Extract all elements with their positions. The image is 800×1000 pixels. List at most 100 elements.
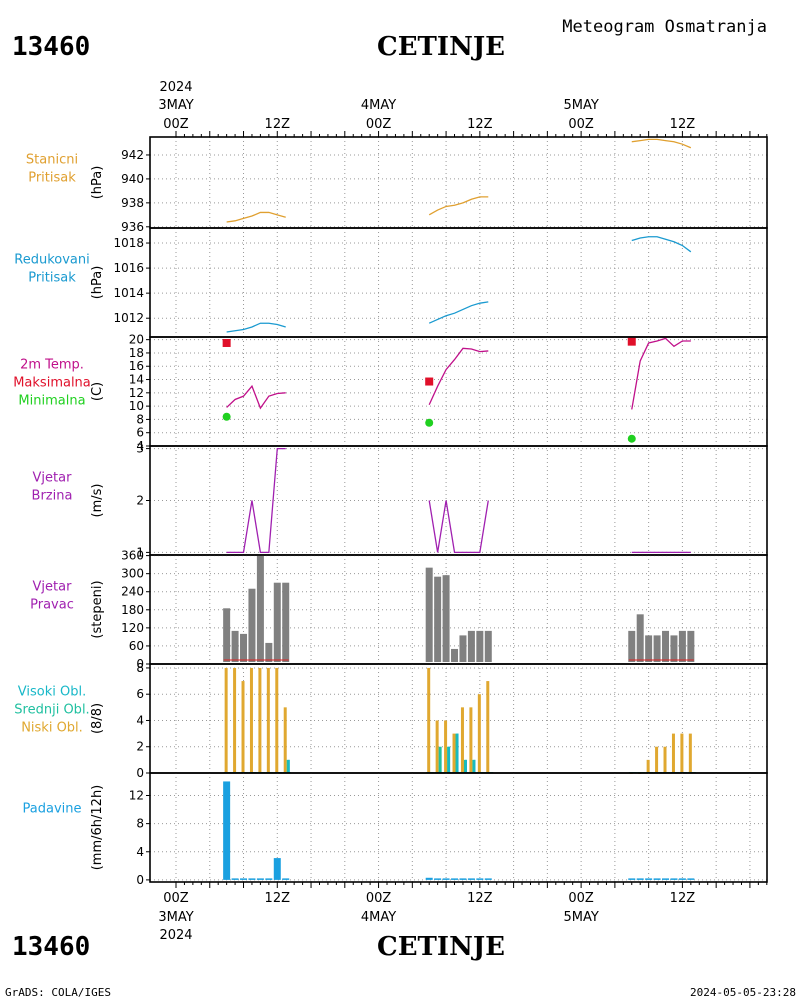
precip-bar: [282, 878, 290, 880]
series-line: [428, 196, 489, 216]
cloud-high-bar: [464, 759, 467, 773]
y-tick-label: 16: [129, 359, 144, 373]
y-tick-label: 12: [129, 386, 144, 400]
time-label-year: 2024: [159, 928, 192, 943]
min-temp-marker: [222, 412, 231, 421]
wind-direction-bar: [265, 642, 273, 662]
panel-label: Stanicni: [26, 153, 78, 168]
generation-timestamp: 2024-05-05-23:28: [690, 986, 796, 999]
cloud-low-bar: [258, 667, 262, 773]
time-label-hour: 12Z: [467, 891, 493, 906]
series-line: [428, 500, 489, 554]
y-tick-label: 1018: [113, 236, 144, 250]
y-tick-label: 3: [136, 442, 144, 456]
cloud-high-bar: [287, 759, 290, 773]
wind-direction-bar: [645, 635, 653, 662]
series-line: [226, 447, 286, 554]
time-label-day: 3MAY: [158, 98, 193, 113]
precip-bar: [434, 878, 442, 880]
y-tick-label: 300: [121, 567, 144, 581]
series-line: [631, 337, 691, 410]
y-tick-label: 0: [136, 766, 144, 780]
y-tick-label: 1014: [113, 286, 144, 300]
panel-cloud-cover: 0 2 4 6 8 Visoki Obl. Srednji Obl. Niski Obl. (8…: [14, 661, 768, 780]
panel-label: Niski Obl.: [21, 721, 83, 736]
y-tick-label: 180: [121, 603, 144, 617]
cloud-low-bar: [646, 759, 650, 773]
station-name-top: CETINJE: [377, 32, 505, 62]
meteogram-title: Meteogram Osmatranja: [562, 17, 767, 37]
series-line: [226, 322, 286, 333]
cloud-low-bar: [233, 667, 237, 773]
panel-wind-direction: 0 60 120 180 240 300 360 Vjetar Pravac (stepeni): [30, 549, 768, 671]
y-tick-label: 360: [121, 549, 144, 563]
cloud-low-bar: [671, 733, 675, 773]
min-temp-marker: [627, 434, 636, 443]
wind-direction-bar: [628, 630, 636, 662]
cloud-low-bar: [452, 733, 456, 773]
time-label-hour: 00Z: [366, 891, 392, 906]
y-tick-label: 0: [136, 657, 144, 671]
wind-direction-bar: [467, 630, 475, 662]
y-tick-label: 4: [136, 713, 144, 727]
panel-label: 2m Temp.: [20, 358, 84, 373]
panel-label: Vjetar: [33, 471, 73, 486]
min-temp-marker: [425, 418, 434, 427]
precip-bar: [628, 878, 636, 880]
y-tick-label: 10: [129, 399, 144, 413]
y-tick-label: 6: [136, 687, 144, 701]
y-tick-label: 8: [136, 412, 144, 426]
y-axis-label: (hPa): [90, 266, 105, 300]
time-label-day: 5MAY: [563, 910, 598, 925]
precip-bar: [687, 878, 695, 880]
panel-label: Pritisak: [28, 171, 76, 186]
y-axis-label: (m/s): [90, 484, 105, 518]
panel-frame: [149, 136, 768, 229]
wind-direction-bar: [687, 630, 695, 662]
station-name-bottom: CETINJE: [377, 932, 505, 962]
panel-reduced-pressure: 1012 1014 1016 1018 Redukovani Pritisak (hPa): [14, 227, 768, 338]
precip-bar: [645, 878, 653, 880]
panel-label: Padavine: [23, 802, 82, 817]
time-label-hour: 00Z: [568, 117, 594, 132]
y-tick-label: 8: [136, 817, 144, 831]
wind-direction-bar: [636, 614, 644, 662]
wind-direction-bar: [434, 576, 442, 662]
y-tick-label: 8: [136, 661, 144, 675]
time-label-year: 2024: [159, 80, 192, 95]
y-tick-label: 4: [136, 845, 144, 859]
precip-bar: [678, 878, 686, 880]
wind-direction-bar: [678, 630, 686, 662]
cloud-low-bar: [663, 746, 667, 773]
y-tick-label: 12: [129, 789, 144, 803]
panel-label: Minimalna: [18, 394, 85, 409]
station-id-top: 13460: [12, 32, 90, 62]
y-axis-label: (stepeni): [90, 580, 105, 638]
wind-direction-bar: [670, 635, 678, 662]
y-tick-label: 936: [121, 220, 144, 234]
time-label-hour: 12Z: [670, 891, 696, 906]
cloud-low-bar: [688, 733, 692, 773]
time-label-hour: 00Z: [163, 891, 189, 906]
y-tick-label: 120: [121, 621, 144, 635]
y-tick-label: 942: [121, 148, 144, 162]
wind-direction-bar: [223, 608, 231, 662]
series-line: [631, 138, 692, 149]
cloud-low-bar: [283, 707, 287, 773]
series-line: [428, 301, 489, 324]
cloud-low-bar: [266, 667, 270, 773]
cloud-low-bar: [477, 694, 481, 773]
bottom-time-axis: 00Z 3MAY 2024 12Z 00Z 4MAY 12Z 00Z 5MAY 12Z: [158, 882, 768, 943]
precip-bar: [248, 878, 256, 880]
cloud-low-bar: [224, 667, 228, 773]
panel-label: Srednji Obl.: [14, 703, 89, 718]
time-label-hour: 00Z: [568, 891, 594, 906]
time-label-hour: 12Z: [265, 117, 291, 132]
wind-direction-bar: [442, 575, 450, 662]
cloud-low-bar: [249, 667, 253, 773]
y-tick-label: 6: [136, 426, 144, 440]
cloud-low-bar: [241, 681, 245, 773]
